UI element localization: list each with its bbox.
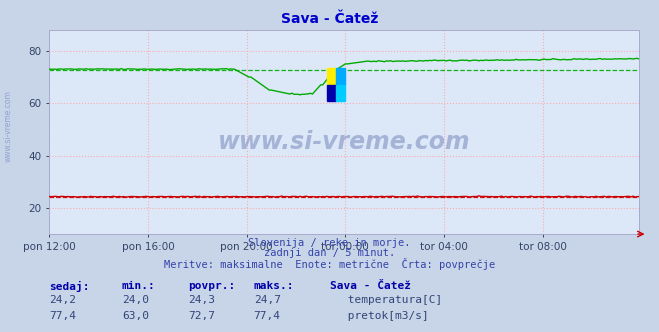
Text: min.:: min.: — [122, 281, 156, 290]
Text: 24,2: 24,2 — [49, 295, 76, 305]
Text: 24,7: 24,7 — [254, 295, 281, 305]
Text: 24,0: 24,0 — [122, 295, 149, 305]
Text: www.si-vreme.com: www.si-vreme.com — [3, 90, 13, 162]
Text: sedaj:: sedaj: — [49, 281, 90, 291]
Text: www.si-vreme.com: www.si-vreme.com — [218, 130, 471, 154]
Bar — [336, 85, 345, 101]
Bar — [336, 68, 345, 85]
Text: 72,7: 72,7 — [188, 311, 215, 321]
Text: temperatura[C]: temperatura[C] — [341, 295, 443, 305]
Text: maks.:: maks.: — [254, 281, 294, 290]
Text: povpr.:: povpr.: — [188, 281, 235, 290]
Text: 77,4: 77,4 — [254, 311, 281, 321]
Text: 24,3: 24,3 — [188, 295, 215, 305]
Text: Slovenija / reke in morje.: Slovenija / reke in morje. — [248, 238, 411, 248]
Text: Meritve: maksimalne  Enote: metrične  Črta: povprečje: Meritve: maksimalne Enote: metrične Črta… — [164, 258, 495, 270]
Text: 63,0: 63,0 — [122, 311, 149, 321]
Bar — [327, 85, 336, 101]
Text: zadnji dan / 5 minut.: zadnji dan / 5 minut. — [264, 248, 395, 258]
Bar — [327, 68, 336, 85]
Text: Sava - Čatež: Sava - Čatež — [330, 281, 411, 290]
Text: 77,4: 77,4 — [49, 311, 76, 321]
Text: Sava - Čatež: Sava - Čatež — [281, 12, 378, 26]
Text: pretok[m3/s]: pretok[m3/s] — [341, 311, 429, 321]
